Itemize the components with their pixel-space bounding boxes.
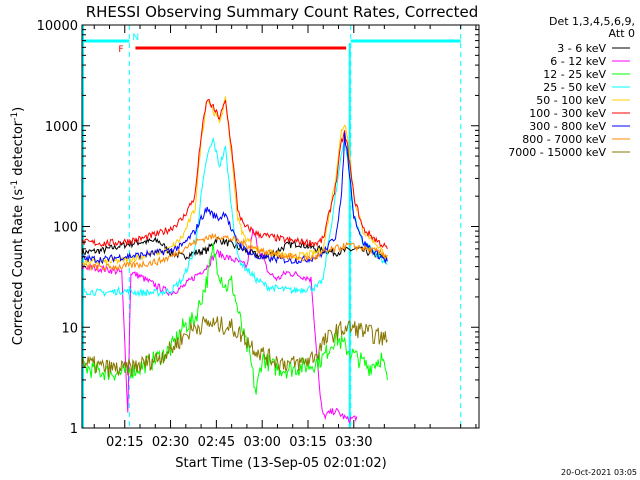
x-tick-label: 03:00 xyxy=(243,435,280,450)
series-line-2 xyxy=(81,228,358,424)
x-tick-label: 02:15 xyxy=(106,435,143,450)
series-line-4 xyxy=(81,136,388,298)
y-axis-label-mid: detector xyxy=(11,120,26,180)
series-line-9 xyxy=(81,316,388,377)
date-stamp: 20-Oct-2021 03:05 xyxy=(561,468,637,477)
night-flag-label: N xyxy=(132,33,139,43)
y-tick-label: 100 xyxy=(53,221,78,236)
legend-label: 6 - 12 keV xyxy=(550,55,606,68)
legend-header-line2: Att 0 xyxy=(609,27,635,40)
x-axis-label: Start Time (13-Sep-05 02:01:02) xyxy=(175,456,386,471)
y-tick-label: 1 xyxy=(70,422,78,437)
x-tick-label: 02:45 xyxy=(198,435,235,450)
chart-title: RHESSI Observing Summary Count Rates, Co… xyxy=(86,3,479,21)
legend-header-line1: Det 1,3,4,5,6,9, xyxy=(549,15,635,28)
y-axis-label-main: Corrected Count Rate (s xyxy=(11,189,26,346)
y-tick-label: 10 xyxy=(61,321,78,336)
legend-label: 300 - 800 keV xyxy=(529,120,606,133)
legend-label: 100 - 300 keV xyxy=(529,107,606,120)
y-axis-label: Corrected Count Rate (s-1 detector-1) xyxy=(10,107,26,345)
legend-label: 50 - 100 keV xyxy=(536,94,606,107)
series-line-5 xyxy=(81,96,388,266)
x-tick-label: 03:30 xyxy=(335,435,372,450)
y-axis-label-sup2: -1 xyxy=(10,112,20,121)
y-axis: 1 10 100 1000 10000 xyxy=(37,19,479,437)
legend-label: 25 - 50 keV xyxy=(543,81,606,94)
legend-label: 3 - 6 keV xyxy=(557,42,606,55)
flare-flag-label: F xyxy=(118,45,123,55)
y-tick-label: 1000 xyxy=(45,120,78,135)
series-line-8 xyxy=(81,233,388,272)
legend-label: 800 - 7000 keV xyxy=(522,133,606,146)
plot-area: FN xyxy=(81,25,462,428)
series-line-7 xyxy=(81,132,388,265)
x-tick-label: 02:30 xyxy=(152,435,189,450)
series-line-1 xyxy=(81,236,388,261)
x-tick-label: 03:15 xyxy=(289,435,326,450)
series-line-6 xyxy=(81,99,388,250)
x-axis: 02:15 02:30 02:45 03:00 03:15 03:30 xyxy=(93,25,477,450)
legend-label: 12 - 25 keV xyxy=(543,68,606,81)
y-axis-label-end: ) xyxy=(11,107,26,112)
y-tick-label: 10000 xyxy=(37,19,78,34)
legend-label: 7000 - 15000 keV xyxy=(508,146,606,159)
y-axis-label-sup1: -1 xyxy=(10,180,20,189)
